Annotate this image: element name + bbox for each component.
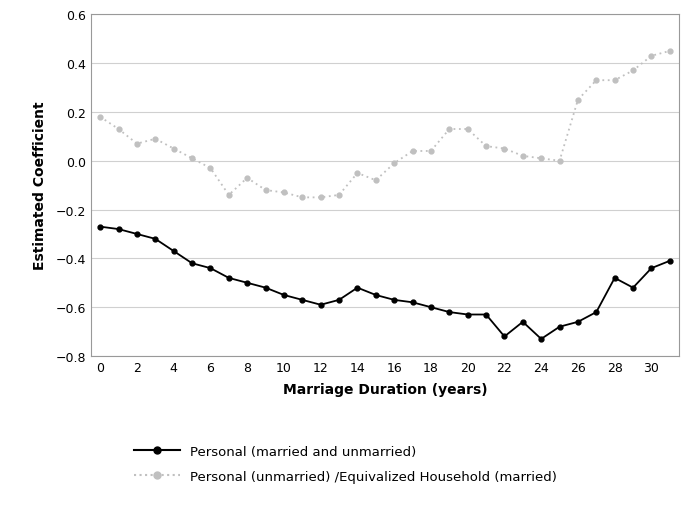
Legend: Personal (married and unmarried), Personal (unmarried) /Equivalized Household (m: Personal (married and unmarried), Person… (127, 438, 564, 490)
X-axis label: Marriage Duration (years): Marriage Duration (years) (283, 382, 487, 397)
Y-axis label: Estimated Coefficient: Estimated Coefficient (34, 102, 48, 270)
